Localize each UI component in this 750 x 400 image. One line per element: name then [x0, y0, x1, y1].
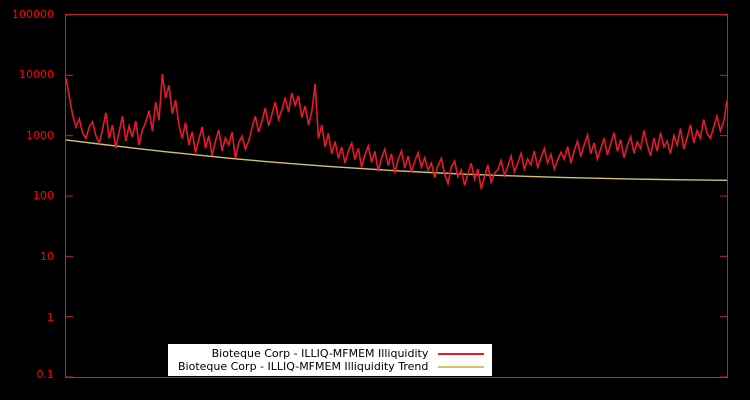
legend-row-trend: Bioteque Corp - ILLIQ-MFMEM Illiquidity … — [178, 360, 485, 373]
legend: Bioteque Corp - ILLIQ-MFMEM Illiquidity … — [168, 344, 493, 376]
y-axis-tick-label: 1 — [47, 311, 54, 324]
plot-area — [65, 14, 728, 378]
y-axis-tick-label: 0.1 — [36, 368, 55, 381]
y-axis-tick-label: 10 — [40, 250, 54, 263]
legend-line-sample-trend — [438, 365, 485, 368]
legend-label-trend: Bioteque Corp - ILLIQ-MFMEM Illiquidity … — [178, 360, 429, 373]
illiquidity-series-line — [66, 73, 727, 190]
y-axis-tick-label: 100 — [33, 189, 54, 202]
legend-label-illiquidity: Bioteque Corp - ILLIQ-MFMEM Illiquidity — [211, 347, 429, 360]
legend-row-illiquidity: Bioteque Corp - ILLIQ-MFMEM Illiquidity — [178, 347, 485, 360]
legend-line-sample-illiquidity — [438, 352, 485, 355]
y-axis: 100000 10000 1000 100 10 1 0.1 — [0, 0, 60, 400]
y-axis-tick-label: 10000 — [19, 68, 54, 81]
y-axis-tick-label: 1000 — [26, 129, 54, 142]
trend-series-line — [66, 139, 727, 181]
plot-canvas — [66, 15, 727, 377]
y-axis-tick-label: 100000 — [12, 8, 54, 21]
